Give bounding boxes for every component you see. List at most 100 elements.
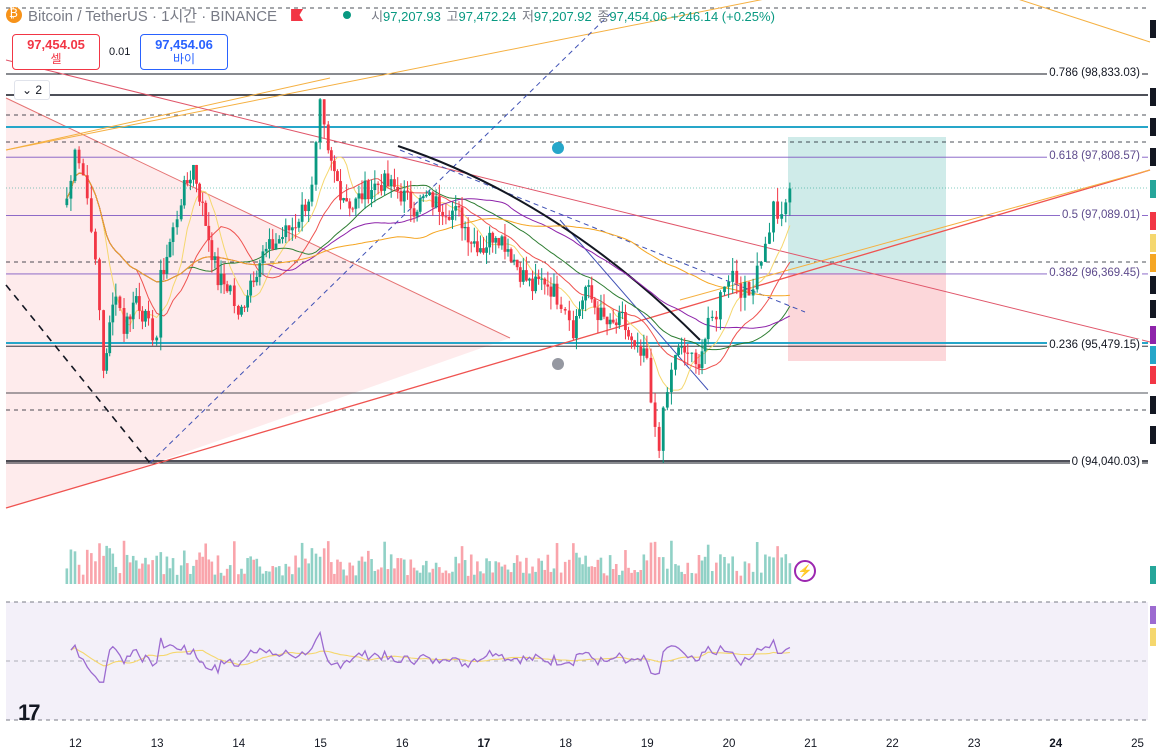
candle [137,296,141,311]
volume-bar [237,574,240,584]
volume-bar [653,541,657,584]
volume-bar [409,559,413,584]
volume-bar [314,553,318,584]
volume-bar [649,542,653,584]
candle [318,99,322,143]
volume-bar [581,564,584,584]
axis-tag [1150,20,1156,38]
volume-bar [268,571,271,584]
candle [300,204,304,222]
volume-bar [186,563,189,584]
fib-lines [6,73,1148,464]
candle [277,239,281,244]
volume-bar [213,574,217,584]
candle [198,183,201,202]
candle [314,142,318,185]
volume-bar [210,561,214,584]
volume-bar [546,554,550,584]
volume-bar [363,561,367,584]
volume-bar [719,554,722,584]
candle [345,198,349,202]
volume-bar [473,574,476,584]
axis-tag [1150,212,1156,230]
candle [620,312,624,314]
candle [602,307,606,317]
volume-bar [469,554,473,584]
volume-bar [98,543,101,584]
order-quantity[interactable]: 0.01 [109,46,131,58]
candle [185,180,189,184]
volume-bar [342,569,345,584]
candle [515,259,519,268]
volume-bar [399,558,403,584]
candle [590,285,594,300]
candle [457,206,461,208]
candle [506,249,510,252]
close-value: 97,454.06 [609,8,668,24]
candle [409,191,413,209]
buy-label: 바이 [172,52,196,66]
volume-bar [307,563,310,584]
volume-bar [219,572,223,584]
volume-bar [370,559,373,584]
volume-bar [389,554,393,584]
volume-bar [727,563,730,584]
volume-bar [559,572,563,584]
candle [348,201,352,209]
candle [249,280,253,296]
volume-bar [406,575,409,584]
candle [201,201,205,203]
candle [144,310,147,322]
candle [434,196,438,208]
flag-icon[interactable] [291,9,304,21]
volume-bar [578,557,581,584]
volume-bar [780,557,784,584]
volume-bar [380,567,383,584]
candle [240,306,243,315]
candle [370,190,373,200]
volume-bar [233,541,236,584]
candle [303,204,307,212]
triangle-zone [5,97,511,508]
fib-label: 0 (94,040.03) [1069,456,1142,468]
sell-button[interactable]: 97,454.05 셀 [12,34,100,70]
candle [155,337,159,341]
candle [437,196,441,212]
volume-bar [81,574,85,584]
candle [710,316,714,318]
volume-bar [357,560,361,584]
volume-bar [85,549,89,584]
candle [261,251,265,264]
volume-bar [587,566,590,584]
volume-bar [204,543,208,584]
buy-button[interactable]: 97,454.06 바이 [140,34,228,70]
bitcoin-icon [6,6,22,23]
moving-average-line [66,172,791,371]
volume-bar [171,558,175,584]
volume-bar [706,544,710,584]
candle [165,256,169,274]
candle [567,310,571,321]
candle [747,282,751,296]
volume-bar [102,555,105,584]
volume-bar [243,573,246,584]
candle [329,150,333,161]
indicators-toggle[interactable]: ⌄ 2 [14,80,50,100]
volume-bar [189,573,192,584]
lightning-icon[interactable]: ⚡ [794,560,816,582]
candle [587,285,591,287]
volume-bar [549,571,553,584]
x-tick-label: 18 [559,738,572,750]
volume-bar [788,563,792,584]
volume-bar [642,554,646,584]
volume-bar [670,540,673,584]
candle [706,317,710,340]
candle [571,320,575,339]
axis-tag [1150,346,1156,364]
candle [89,198,93,232]
volume-bar [605,575,609,584]
candle [65,198,69,206]
candle [428,192,431,196]
rsi-ma-line [70,647,790,667]
